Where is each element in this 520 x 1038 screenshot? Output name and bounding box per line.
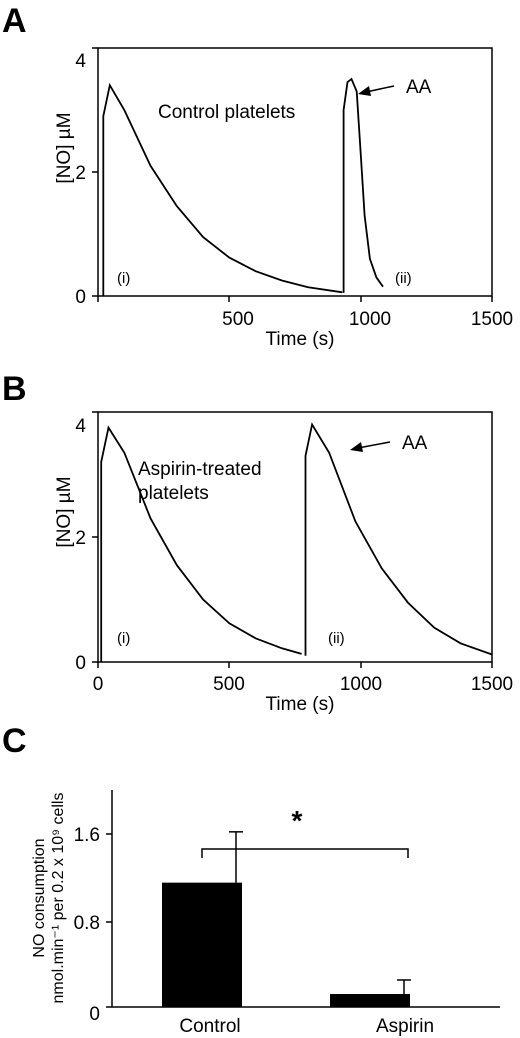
panel-b-y-tick-label: 4 [75,416,86,437]
panel-b-aa-arrow-shaft [357,441,391,449]
panel-b-trace-addition-1 [100,425,302,662]
panel-c-letter: C [2,722,27,760]
panel-c-bar-control [162,882,242,1007]
panel-a-trace-addition-2 [342,77,384,293]
panel-b-y-ticks: 0 2 4 [75,411,98,674]
panel-c-y-tick-label: 0 [89,1004,100,1025]
panel-a-y-axis-label: [NO] µM [54,112,75,183]
panel-a-aa-arrow [358,85,395,96]
panel-c-bar-aspirin [330,994,410,1007]
panel-c-y-tick-label: 0.8 [74,913,100,934]
panel-c-y-ticks: 0 0.8 1.6 [74,825,112,1025]
panel-b-x-axis-label: Time (s) [266,694,335,715]
panel-a-x-ticks: 500 1000 1500 [97,296,513,330]
panel-a-aa-arrow-shaft [365,85,395,93]
panel-b-condition-label-line2: platelets [138,483,209,504]
panel-b-x-tick-label: 0 [93,674,104,695]
panel-b-x-tick-label: 1500 [471,674,513,695]
panel-c-significance: * [201,805,409,858]
panel-b: B 0 2 4 0 500 1000 1500 Time (s) [NO] µM… [2,370,513,715]
panel-a-x-tick-label: 500 [222,309,254,330]
panel-b-x-ticks: 0 500 1000 1500 [93,662,513,695]
panel-b-y-tick-label: 0 [75,653,86,674]
panel-b-trace-addition-2 [304,422,493,656]
panel-c-bars [162,831,411,1007]
panel-b-frame [97,411,493,663]
panel-c: C 0 0.8 1.6 NO consumption nmol.min⁻¹ pe… [2,722,500,1037]
panel-a-frame [97,47,493,297]
panel-b-letter: B [2,370,27,408]
panel-a-y-tick-label: 2 [75,163,86,184]
panel-c-category-label: Control [179,1016,240,1037]
panel-c-y-axis-label-line1: NO consumption [31,838,48,957]
panel-b-aa-label: AA [402,433,428,454]
panel-a-aa-arrow-head [358,86,371,96]
panel-a-x-tick-label: 1000 [349,309,391,330]
panel-c-y-axis-label-line2: nmol.min⁻¹ per 0.2 x 10⁹ cells [50,793,67,1004]
panel-b-addition-ii-label: (ii) [328,630,345,647]
panel-b-y-tick-label: 2 [75,528,86,549]
panel-a-x-tick-label: 1500 [471,309,513,330]
panel-b-aa-arrow-head [350,442,363,452]
panel-a-y-tick-label: 0 [75,287,86,308]
panel-b-y-axis-label: [NO] µM [54,476,75,547]
panel-b-x-tick-label: 1000 [340,674,382,695]
panel-b-condition-label-line1: Aspirin-treated [138,459,262,480]
panel-b-addition-i-label: (i) [117,630,130,647]
panel-c-significance-bracket [201,848,409,858]
panel-c-y-tick-label: 1.6 [74,825,100,846]
panel-a-y-ticks: 0 2 4 [75,47,98,308]
panel-a-letter: A [2,2,27,40]
panel-a-condition-label: Control platelets [158,102,295,123]
panel-a-addition-i-label: (i) [117,270,130,287]
panel-a-aa-label: AA [406,77,432,98]
panel-a-x-axis-label: Time (s) [266,329,335,350]
panel-a-y-tick-label: 4 [75,51,86,72]
panel-b-x-tick-label: 500 [213,674,245,695]
panel-b-traces [100,422,493,662]
panel-c-category-label: Aspirin [376,1016,434,1037]
panel-c-significance-star: * [292,805,303,836]
panel-a-trace-addition-1 [102,82,343,296]
panel-a-addition-ii-label: (ii) [395,270,412,287]
panel-a: A 0 2 4 500 1000 1500 Time (s) [NO] µM C… [2,2,513,350]
panel-a-traces [102,77,384,296]
panel-b-aa-arrow [350,441,391,452]
